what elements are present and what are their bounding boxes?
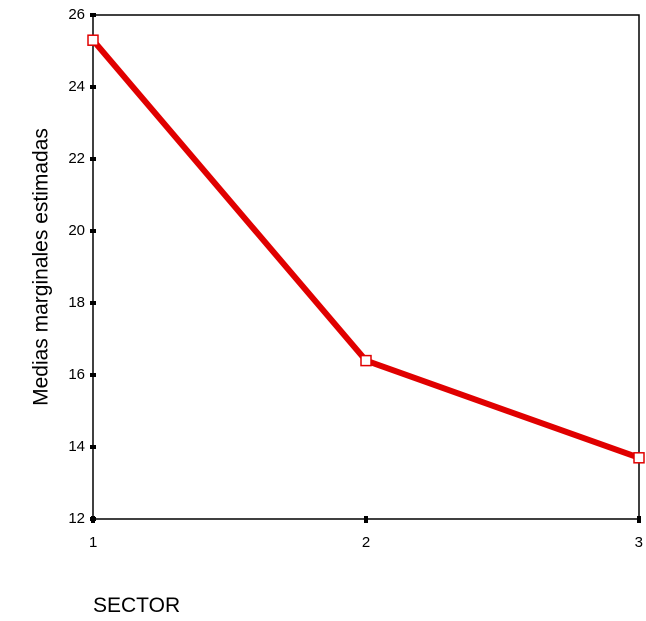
x-tick-mark (637, 516, 641, 523)
y-axis-ticks: 12 14 16 18 20 22 24 26 (68, 6, 96, 527)
y-tick-label: 16 (68, 366, 85, 383)
data-point-marker (87, 34, 99, 46)
y-tick-mark (90, 229, 96, 233)
y-tick-label: 26 (68, 6, 85, 23)
data-point-marker (633, 452, 645, 464)
y-tick-label: 18 (68, 294, 85, 311)
x-tick-label: 1 (89, 534, 97, 551)
y-tick-label: 12 (68, 510, 85, 527)
y-tick-mark (90, 85, 96, 89)
y-tick-label: 24 (68, 78, 85, 95)
x-tick-mark (91, 516, 95, 523)
y-tick-mark (90, 373, 96, 377)
x-axis-title: SECTOR (93, 594, 180, 617)
x-axis-ticks: 1 2 3 (89, 516, 643, 551)
y-tick-mark (90, 301, 96, 305)
x-tick-label: 2 (362, 534, 370, 551)
x-tick-mark (364, 516, 368, 523)
data-point-marker (360, 354, 372, 367)
x-tick-label: 3 (635, 534, 643, 551)
y-tick-label: 22 (68, 150, 85, 167)
y-tick-label: 20 (68, 222, 85, 239)
y-tick-mark (90, 157, 96, 161)
y-tick-label: 14 (68, 438, 85, 455)
y-axis-title: Medias marginales estimadas (30, 128, 53, 406)
plot-area (92, 14, 640, 520)
series-group (87, 34, 645, 464)
y-tick-mark (90, 445, 96, 449)
y-tick-mark (90, 13, 96, 17)
